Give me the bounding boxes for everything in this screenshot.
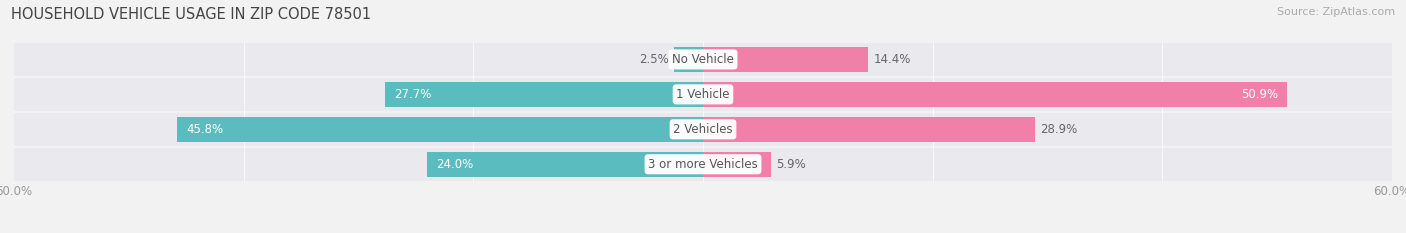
Bar — [8, 148, 1398, 181]
Bar — [675, 47, 703, 72]
Text: 28.9%: 28.9% — [1040, 123, 1078, 136]
Text: Source: ZipAtlas.com: Source: ZipAtlas.com — [1277, 7, 1395, 17]
Text: 2.5%: 2.5% — [638, 53, 669, 66]
Bar — [8, 43, 1398, 76]
Bar — [177, 117, 703, 142]
Bar — [427, 152, 703, 177]
Bar — [8, 78, 1398, 111]
Bar — [703, 117, 1035, 142]
Text: 50.9%: 50.9% — [1241, 88, 1278, 101]
Text: 24.0%: 24.0% — [437, 158, 474, 171]
Bar — [703, 47, 869, 72]
Text: 14.4%: 14.4% — [875, 53, 911, 66]
Bar — [8, 113, 1398, 146]
Text: 45.8%: 45.8% — [186, 123, 224, 136]
Bar — [385, 82, 703, 107]
Text: 27.7%: 27.7% — [394, 88, 432, 101]
Text: 2 Vehicles: 2 Vehicles — [673, 123, 733, 136]
Bar — [703, 82, 1288, 107]
Text: No Vehicle: No Vehicle — [672, 53, 734, 66]
Bar — [703, 152, 770, 177]
Text: HOUSEHOLD VEHICLE USAGE IN ZIP CODE 78501: HOUSEHOLD VEHICLE USAGE IN ZIP CODE 7850… — [11, 7, 371, 22]
Text: 5.9%: 5.9% — [776, 158, 806, 171]
Text: 3 or more Vehicles: 3 or more Vehicles — [648, 158, 758, 171]
Text: 1 Vehicle: 1 Vehicle — [676, 88, 730, 101]
